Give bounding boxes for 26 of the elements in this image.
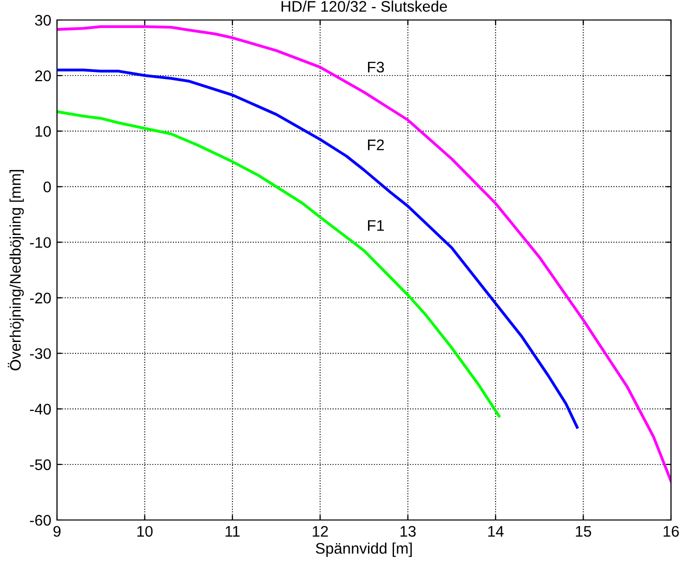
line-series [57, 25, 671, 482]
line-series [57, 110, 500, 418]
x-tick-label: 9 [53, 526, 61, 537]
x-tick-label: 12 [312, 526, 328, 537]
chart-title: HD/F 120/32 - Slutskede [282, 0, 447, 12]
y-tick-label: -50 [30, 459, 51, 470]
y-tick-label: 30 [35, 14, 51, 26]
y-tick-label: -20 [30, 292, 51, 304]
y-tick-label: -40 [30, 404, 51, 415]
y-tick-label: 0 [44, 182, 51, 192]
x-tick-label: 10 [137, 526, 153, 537]
series-label: F2 [368, 139, 384, 150]
y-tick-label: 20 [35, 70, 51, 82]
y-tick-label: -10 [30, 237, 51, 248]
x-tick-label: 14 [488, 526, 504, 537]
x-tick-label: 15 [576, 526, 592, 537]
x-tick-label: 13 [400, 526, 416, 537]
y-tick-label: 10 [36, 126, 51, 137]
series-label: F1 [368, 220, 384, 231]
y-tick-label: -30 [30, 348, 51, 360]
x-axis-title: Spännvidd [m] [316, 542, 412, 557]
y-axis-title: Överhöjning/Nedböjning [mm] [8, 170, 24, 370]
x-tick-label: 11 [226, 526, 240, 537]
y-tick-label: -60 [30, 514, 51, 526]
series-label: F3 [368, 62, 384, 73]
x-tick-label: 16 [664, 526, 679, 537]
